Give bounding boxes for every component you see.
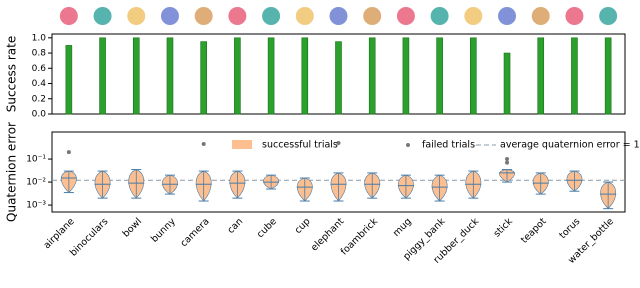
object-icon [228, 7, 247, 25]
object-icon [262, 7, 281, 25]
x-tick-label: cube [255, 216, 279, 240]
object-icon [160, 7, 179, 25]
y-axis-label: Quaternion error [5, 122, 19, 222]
object-icon [565, 7, 584, 25]
y-tick-label: 0.0 [32, 110, 47, 120]
object-icon [363, 7, 382, 25]
bar [470, 37, 477, 115]
x-tick-label: bowl [121, 216, 145, 240]
object-icon [329, 7, 348, 25]
y-axis-label: Success rate [5, 36, 19, 113]
x-tick-label: can [225, 216, 245, 236]
object-icon [93, 7, 112, 25]
bar [537, 37, 545, 115]
bar [301, 37, 309, 115]
bar [402, 37, 410, 115]
legend-label: successful trials [262, 140, 338, 151]
bar [65, 45, 73, 115]
object-icon [295, 7, 314, 25]
bar [99, 37, 106, 115]
bar [132, 37, 140, 115]
bar [571, 37, 578, 115]
object-icon [498, 7, 517, 25]
x-tick-label: torus [557, 216, 582, 241]
bar [166, 37, 174, 115]
bar [267, 37, 275, 115]
legend-swatch [232, 140, 252, 149]
y-tick-label: 10⁻³ [26, 201, 46, 211]
bottom-frame [51, 131, 626, 213]
failed-point [505, 160, 510, 165]
y-tick-label: 0.8 [32, 49, 47, 59]
bar [234, 37, 241, 115]
legend-label: failed trials [422, 140, 475, 151]
bar [604, 37, 612, 115]
y-tick-label: 1.0 [32, 33, 47, 43]
x-tick-label: bunny [149, 216, 178, 245]
object-icon [531, 7, 550, 25]
legend-label: average quaternion error = 1.2e-02 [500, 140, 640, 151]
x-tick-label: foambrick [339, 216, 381, 258]
failed-point [66, 150, 71, 155]
x-tick-label: mug [391, 216, 414, 239]
y-tick-label: 10⁻² [26, 178, 46, 188]
x-tick-label: camera [178, 216, 211, 249]
bar [436, 37, 443, 115]
failed-point [201, 142, 206, 147]
object-icon [127, 7, 146, 25]
bar [200, 41, 207, 115]
legend-marker [406, 143, 410, 147]
object-icon [396, 7, 415, 25]
x-tick-label: teapot [519, 216, 549, 246]
bar [368, 37, 376, 115]
x-tick-label: stick [492, 216, 516, 240]
object-icon [599, 7, 618, 25]
y-tick-label: 0.6 [32, 64, 47, 74]
bar [503, 52, 511, 115]
y-tick-label: 10⁻¹ [26, 155, 46, 165]
bar [335, 41, 342, 115]
failed-point [336, 140, 341, 145]
object-icon [464, 7, 483, 25]
x-tick-label: cup [293, 216, 313, 236]
failed-point [505, 157, 510, 162]
object-icon [430, 7, 449, 25]
object-icon [194, 7, 213, 25]
y-tick-label: 0.2 [32, 94, 46, 104]
object-icon [59, 7, 78, 25]
y-tick-label: 0.4 [32, 79, 47, 89]
